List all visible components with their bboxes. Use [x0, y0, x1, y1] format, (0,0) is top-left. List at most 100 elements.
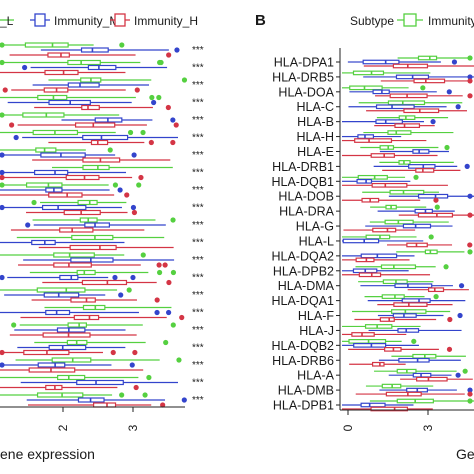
outlier-point — [126, 287, 132, 293]
box-series-1 — [347, 59, 458, 65]
outlier-point — [173, 122, 179, 128]
box-immunity_m — [32, 82, 150, 88]
box-series-0 — [342, 234, 434, 240]
panel-a-plot-area — [0, 42, 188, 408]
box-series-0 — [379, 160, 454, 165]
outlier-point — [451, 59, 458, 65]
panel-a-significance: *** *** *** *** *** *** *** *** *** *** *** *** *** *… — [192, 45, 204, 406]
outlier-point — [0, 274, 5, 281]
box-series-1 — [365, 223, 453, 229]
box-series-0 — [342, 174, 419, 180]
box-series-1 — [342, 178, 411, 184]
significance-label: *** — [192, 325, 204, 336]
box-immunity_h — [0, 384, 139, 391]
outlier-point — [411, 338, 417, 344]
significance-label: *** — [192, 150, 204, 161]
box-immunity_h — [34, 104, 171, 111]
significance-label: *** — [192, 115, 204, 126]
outlier-point — [118, 292, 124, 298]
box-immunity_m — [20, 379, 178, 386]
box-series-2 — [342, 182, 448, 188]
outlier-point — [433, 197, 439, 203]
outlier-point — [130, 204, 137, 211]
box-immunity_m — [7, 99, 157, 106]
outlier-point — [467, 78, 473, 84]
box-immunity_l — [29, 269, 177, 276]
panel-b-x-axis-title: Ge — [456, 446, 474, 462]
box-series-1 — [368, 328, 462, 333]
box-series-2 — [366, 108, 467, 114]
box-immunity_h — [28, 402, 166, 408]
box-series-1 — [342, 268, 409, 274]
box-immunity_l — [0, 42, 125, 48]
outlier-point — [446, 89, 452, 95]
outlier-point — [464, 163, 470, 169]
outlier-point — [413, 174, 419, 180]
box-series-2 — [342, 138, 427, 143]
panel-a-legend: _L Immunity_M Immunity_H — [0, 13, 198, 28]
outlier-point — [165, 104, 171, 111]
box-immunity_m — [61, 117, 176, 123]
y-tick-label: HLA-H — [296, 130, 334, 144]
box-immunity_h — [0, 69, 126, 76]
panel-b-y-ticks — [336, 61, 340, 406]
outlier-point — [467, 193, 473, 199]
panel-b-label: B — [255, 12, 266, 29]
box-series-2 — [374, 123, 435, 129]
box-immunity_m — [13, 134, 178, 141]
box-series-2 — [342, 332, 407, 337]
box-series-2 — [363, 63, 474, 69]
x-tick-label: 2 — [56, 424, 70, 431]
outlier-point — [428, 234, 434, 240]
outlier-point — [166, 309, 172, 316]
box-immunity_h — [0, 349, 138, 356]
outlier-point — [112, 274, 118, 281]
box-series-1 — [378, 357, 461, 363]
outlier-point — [430, 119, 436, 125]
outlier-point — [162, 262, 168, 268]
box-series-2 — [354, 316, 453, 323]
box-series-2 — [400, 376, 473, 382]
outlier-point — [0, 42, 5, 48]
box-series-0 — [365, 383, 434, 389]
box-immunity_l — [0, 129, 146, 136]
significance-label: *** — [192, 133, 204, 144]
panel-b-y-labels: HLA-DPA1HLA-DRB5HLA-DOAHLA-CHLA-BHLA-HHL… — [271, 56, 334, 413]
outlier-point — [467, 74, 473, 80]
box-series-1 — [348, 104, 461, 110]
box-immunity_l — [16, 234, 165, 241]
box-immunity_h — [10, 227, 145, 233]
box-immunity_l — [51, 164, 173, 171]
box-series-2 — [377, 302, 453, 307]
outlier-point — [140, 129, 146, 136]
box-series-0 — [364, 294, 439, 300]
box-immunity_h — [9, 332, 137, 338]
y-tick-label: HLA-DMB — [278, 384, 334, 398]
outlier-point — [170, 269, 177, 276]
outlier-point — [163, 339, 169, 346]
box-series-0 — [362, 189, 439, 195]
significance-label: *** — [192, 238, 204, 249]
box-series-2 — [348, 346, 453, 352]
outlier-point — [138, 174, 144, 181]
y-tick-label: HLA-F — [298, 309, 334, 323]
outlier-point — [9, 122, 15, 128]
box-series-2 — [342, 272, 431, 278]
box-immunity_l — [32, 217, 176, 223]
outlier-point — [0, 59, 5, 66]
box-immunity_h — [20, 314, 185, 321]
outlier-point — [455, 104, 461, 110]
box-series-2 — [355, 391, 473, 397]
box-series-0 — [342, 85, 426, 91]
outlier-point — [127, 129, 134, 136]
box-immunity_m — [22, 64, 168, 71]
outlier-point — [467, 55, 473, 61]
box-immunity_l — [44, 304, 172, 311]
box-series-0 — [396, 249, 473, 255]
significance-label: *** — [192, 63, 204, 74]
box-immunity_m — [14, 327, 126, 333]
outlier-point — [0, 362, 5, 368]
box-immunity_h — [9, 52, 172, 58]
outlier-point — [467, 242, 473, 248]
outlier-point — [467, 212, 473, 218]
